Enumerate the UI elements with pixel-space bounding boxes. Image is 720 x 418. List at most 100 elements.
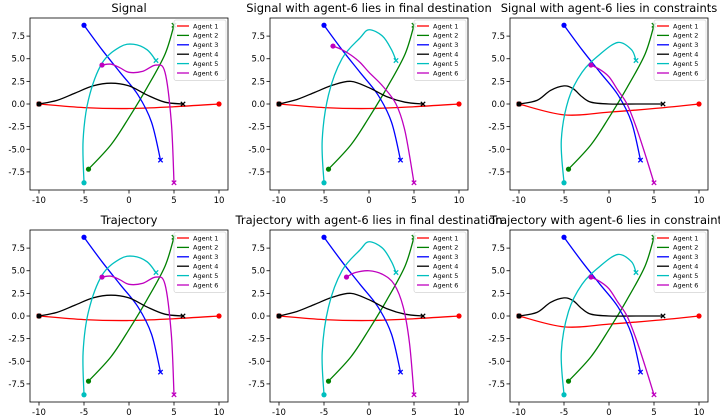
series-line-agent-6 <box>346 270 415 395</box>
x-tick-label: -10 <box>512 196 526 206</box>
y-tick-label: -7.5 <box>8 380 25 390</box>
end-point-agent-3 <box>637 157 644 163</box>
y-tick-label: 2.5 <box>11 289 25 299</box>
series-line-agent-3 <box>323 236 402 373</box>
end-point-agent-4 <box>180 101 186 107</box>
legend-label: Agent 3 <box>673 253 698 261</box>
series-line-agent-4 <box>518 297 663 317</box>
series-line-agent-3 <box>83 236 162 373</box>
start-point-agent-3 <box>561 22 567 28</box>
x-tick-label: 0 <box>126 408 131 418</box>
y-tick-label: 2.5 <box>491 289 505 299</box>
start-point-agent-4 <box>36 313 42 319</box>
x-tick-label: -10 <box>272 196 286 206</box>
y-tick-label: -2.5 <box>488 123 505 133</box>
start-point-agent-4 <box>276 313 282 319</box>
legend-label: Agent 1 <box>673 22 698 30</box>
series-line-agent-4 <box>38 82 184 105</box>
start-point-agent-6 <box>588 62 594 68</box>
start-point-agent-4 <box>36 101 42 107</box>
subplot-1: Signal -10 -5 0 5 10 -7.5 -5.0 -2.5 0.0 2.5 5.0 7.5 A… <box>8 1 229 206</box>
y-tick-label: -5.0 <box>8 357 25 367</box>
series-line-agent-2 <box>88 25 175 170</box>
y-tick-label: -7.5 <box>8 168 25 178</box>
x-tick-label: -10 <box>512 408 526 418</box>
series-line-agent-1 <box>278 315 460 322</box>
legend-label: Agent 6 <box>673 281 698 289</box>
series-line-agent-1 <box>278 103 460 110</box>
y-tick-label: 2.5 <box>251 289 265 299</box>
series-line-agent-6 <box>590 276 655 395</box>
x-tick-label: -5 <box>320 196 328 206</box>
start-point-agent-5 <box>321 180 327 186</box>
legend-label: Agent 5 <box>433 272 458 280</box>
x-tick-label: 10 <box>214 196 225 206</box>
x-tick-label: 5 <box>651 196 656 206</box>
y-tick-label: -2.5 <box>8 123 25 133</box>
start-point-agent-2 <box>85 378 92 384</box>
x-tick-label: 10 <box>694 196 705 206</box>
start-point-agent-5 <box>81 180 87 186</box>
legend-label: Agent 5 <box>433 60 458 68</box>
x-tick-label: -5 <box>560 196 568 206</box>
y-tick-label: 2.5 <box>491 77 505 87</box>
series-line-agent-6 <box>101 275 175 395</box>
series-line-agent-4 <box>38 294 184 317</box>
end-point-agent-6 <box>651 392 657 398</box>
legend-label: Agent 4 <box>673 263 698 271</box>
y-tick-label: -2.5 <box>8 335 25 345</box>
legend-label: Agent 3 <box>433 253 458 261</box>
legend-label: Agent 3 <box>193 41 218 49</box>
legend-label: Agent 6 <box>193 69 218 77</box>
x-tick-label: 0 <box>126 196 131 206</box>
legend-label: Agent 2 <box>193 32 218 40</box>
legend-label: Agent 2 <box>673 244 698 252</box>
series-line-agent-1 <box>38 315 220 322</box>
y-tick-label: -5.0 <box>8 145 25 155</box>
series-line-agent-3 <box>83 24 162 161</box>
legend-label: Agent 1 <box>433 22 458 30</box>
x-tick-label: 10 <box>694 408 705 418</box>
x-tick-label: -5 <box>320 408 328 418</box>
start-point-agent-1 <box>456 101 462 107</box>
start-point-agent-2 <box>325 166 332 172</box>
x-tick-label: 10 <box>454 196 465 206</box>
start-point-agent-4 <box>516 313 522 319</box>
legend-label: Agent 4 <box>673 51 698 59</box>
end-point-agent-3 <box>157 157 164 163</box>
end-point-agent-5 <box>393 57 399 64</box>
series-line-agent-3 <box>563 24 642 161</box>
start-point-agent-1 <box>216 313 222 319</box>
series-line-agent-2 <box>568 25 655 170</box>
y-tick-label: 0.0 <box>11 312 25 322</box>
start-point-agent-1 <box>696 101 702 107</box>
start-point-agent-1 <box>456 313 462 319</box>
legend-label: Agent 1 <box>193 22 218 30</box>
subplot-title: Signal <box>111 1 146 15</box>
y-tick-label: -5.0 <box>248 357 265 367</box>
y-tick-label: 0.0 <box>251 312 265 322</box>
legend-label: Agent 6 <box>673 69 698 77</box>
series-line-agent-4 <box>278 292 424 317</box>
x-tick-label: -5 <box>80 196 88 206</box>
legend-label: Agent 2 <box>193 244 218 252</box>
x-tick-label: -10 <box>272 408 286 418</box>
start-point-agent-2 <box>85 166 92 172</box>
subplot-title: Trajectory with agent-6 lies in final de… <box>235 213 503 227</box>
end-point-agent-3 <box>157 369 164 375</box>
subplot-4: Trajectory -10 -5 0 5 10 -7.5 -5.0 -2.5 0.0 2.5 5.0… <box>8 213 229 418</box>
start-point-agent-5 <box>321 392 327 398</box>
start-point-agent-2 <box>565 166 572 172</box>
end-point-agent-5 <box>153 269 159 276</box>
legend-label: Agent 5 <box>673 272 698 280</box>
legend-label: Agent 1 <box>193 234 218 242</box>
start-point-agent-3 <box>81 22 87 28</box>
start-point-agent-2 <box>325 378 332 384</box>
subplot-5: Trajectory with agent-6 lies in final de… <box>235 213 503 418</box>
end-point-agent-6 <box>411 392 417 398</box>
end-point-agent-5 <box>633 269 639 276</box>
